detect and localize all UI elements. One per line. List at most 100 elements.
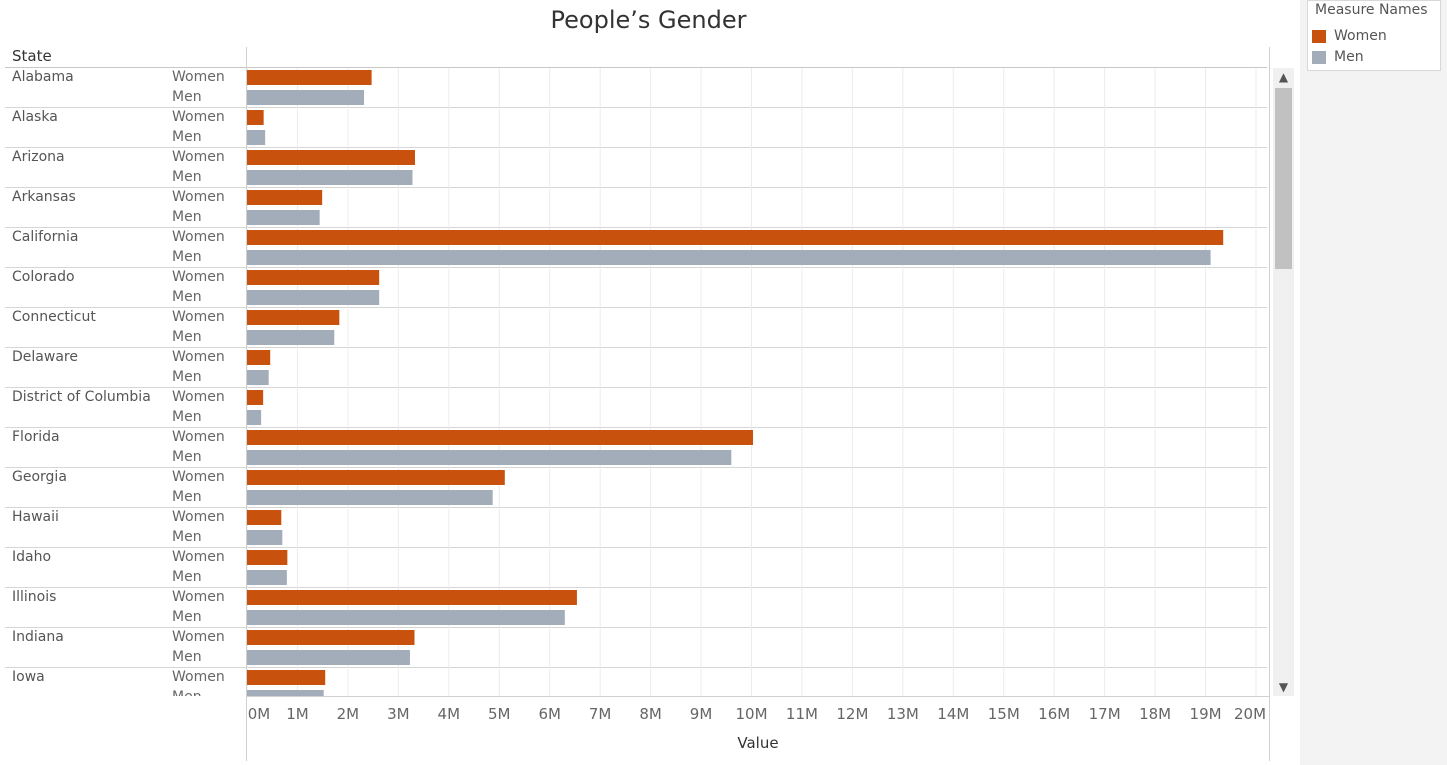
header-divider (5, 67, 1267, 68)
legend: Measure Names Women Men (1307, 0, 1441, 71)
measure-label-women: Women (172, 189, 225, 205)
bar-women-arizona[interactable] (247, 150, 415, 165)
measure-label-women: Women (172, 629, 225, 645)
state-label: Alaska (12, 109, 58, 125)
measure-label-men: Men (172, 89, 202, 105)
state-row[interactable]: Arizona Women Men (0, 148, 1270, 188)
state-row[interactable]: Iowa Women Men (0, 668, 1270, 696)
state-row[interactable]: Delaware Women Men (0, 348, 1270, 388)
measure-label-women: Women (172, 669, 225, 685)
bar-men-alaska[interactable] (247, 130, 266, 145)
bar-men-delaware[interactable] (247, 370, 269, 385)
measure-label-men: Men (172, 289, 202, 305)
state-label: Georgia (12, 469, 67, 485)
bar-women-idaho[interactable] (247, 550, 288, 565)
state-label: Hawaii (12, 509, 59, 525)
bar-women-florida[interactable] (247, 430, 754, 445)
bar-men-indiana[interactable] (247, 650, 410, 665)
state-label: Florida (12, 429, 60, 445)
state-label: Connecticut (12, 309, 96, 325)
state-row[interactable]: Connecticut Women Men (0, 308, 1270, 348)
bar-plot (246, 68, 1257, 696)
bar-women-iowa[interactable] (247, 670, 326, 685)
row-separator (5, 627, 1267, 628)
state-row[interactable]: California Women Men (0, 228, 1270, 268)
scroll-down-arrow-icon[interactable]: ▼ (1278, 680, 1289, 694)
vertical-scrollbar[interactable]: ▲ ▼ (1273, 68, 1294, 696)
x-tick-label: 2M (336, 705, 360, 723)
x-tick-label: 10M (735, 705, 768, 723)
bar-men-alabama[interactable] (247, 90, 365, 105)
bar-men-florida[interactable] (247, 450, 732, 465)
x-tick-label: 0M (247, 705, 271, 723)
side-panel (1300, 0, 1447, 765)
state-row[interactable]: Alaska Women Men (0, 108, 1270, 148)
bar-women-illinois[interactable] (247, 590, 577, 605)
measure-label-men: Men (172, 409, 202, 425)
measure-label-women: Women (172, 269, 225, 285)
x-tick-label: 20M (1233, 705, 1267, 723)
x-tick-label: 11M (785, 705, 818, 723)
bar-women-arkansas[interactable] (247, 190, 323, 205)
bar-women-district-of-columbia[interactable] (247, 390, 264, 405)
bar-women-hawaii[interactable] (247, 510, 282, 525)
bar-women-indiana[interactable] (247, 630, 415, 645)
x-tick-label: 17M (1088, 705, 1121, 723)
measure-label-men: Men (172, 689, 202, 696)
legend-swatch-men (1312, 51, 1326, 64)
measure-label-women: Women (172, 469, 225, 485)
bar-women-alaska[interactable] (247, 110, 264, 125)
state-label: Colorado (12, 269, 75, 285)
scroll-thumb[interactable] (1275, 88, 1292, 269)
measure-label-women: Women (172, 229, 225, 245)
measure-label-women: Women (172, 309, 225, 325)
bar-men-district-of-columbia[interactable] (247, 410, 262, 425)
x-tick-label: 5M (488, 705, 511, 723)
bar-women-connecticut[interactable] (247, 310, 340, 325)
row-separator (5, 347, 1267, 348)
measure-label-men: Men (172, 449, 202, 465)
bar-men-georgia[interactable] (247, 490, 493, 505)
bar-men-arkansas[interactable] (247, 210, 320, 225)
chart-title: People’s Gender (550, 6, 747, 34)
measure-label-men: Men (172, 609, 202, 625)
bar-women-colorado[interactable] (247, 270, 380, 285)
bar-women-california[interactable] (247, 230, 1224, 245)
row-separator (5, 427, 1267, 428)
state-column-header[interactable]: State (12, 47, 52, 65)
bar-men-hawaii[interactable] (247, 530, 283, 545)
bar-men-arizona[interactable] (247, 170, 413, 185)
state-label: California (12, 229, 79, 245)
state-label: Alabama (12, 69, 74, 85)
row-separator (5, 267, 1267, 268)
state-row[interactable]: Arkansas Women Men (0, 188, 1270, 228)
state-row[interactable]: Hawaii Women Men (0, 508, 1270, 548)
bar-men-california[interactable] (247, 250, 1211, 265)
x-axis-title[interactable]: Value (737, 734, 779, 752)
state-row[interactable]: District of Columbia Women Men (0, 388, 1270, 428)
bar-men-illinois[interactable] (247, 610, 565, 625)
bar-men-idaho[interactable] (247, 570, 287, 585)
state-row[interactable]: Alabama Women Men (0, 68, 1270, 108)
state-row[interactable]: Colorado Women Men (0, 268, 1270, 308)
bar-men-iowa[interactable] (247, 690, 324, 696)
chart-viewport[interactable]: Alabama Women Men Alaska Women Men Arizona Wome… (0, 68, 1270, 696)
state-row[interactable]: Illinois Women Men (0, 588, 1270, 628)
bar-men-connecticut[interactable] (247, 330, 335, 345)
scroll-up-arrow-icon[interactable]: ▲ (1278, 70, 1289, 84)
state-row[interactable]: Idaho Women Men (0, 548, 1270, 588)
measure-label-women: Women (172, 149, 225, 165)
measure-label-women: Women (172, 589, 225, 605)
state-label: Delaware (12, 349, 78, 365)
bar-women-delaware[interactable] (247, 350, 271, 365)
bar-women-alabama[interactable] (247, 70, 372, 85)
state-row[interactable]: Georgia Women Men (0, 468, 1270, 508)
bar-women-georgia[interactable] (247, 470, 505, 485)
row-separator (5, 667, 1267, 668)
bar-men-colorado[interactable] (247, 290, 380, 305)
state-row[interactable]: Florida Women Men (0, 428, 1270, 468)
state-row[interactable]: Indiana Women Men (0, 628, 1270, 668)
measure-label-men: Men (172, 169, 202, 185)
measure-label-women: Women (172, 109, 225, 125)
state-label: District of Columbia (12, 389, 151, 405)
